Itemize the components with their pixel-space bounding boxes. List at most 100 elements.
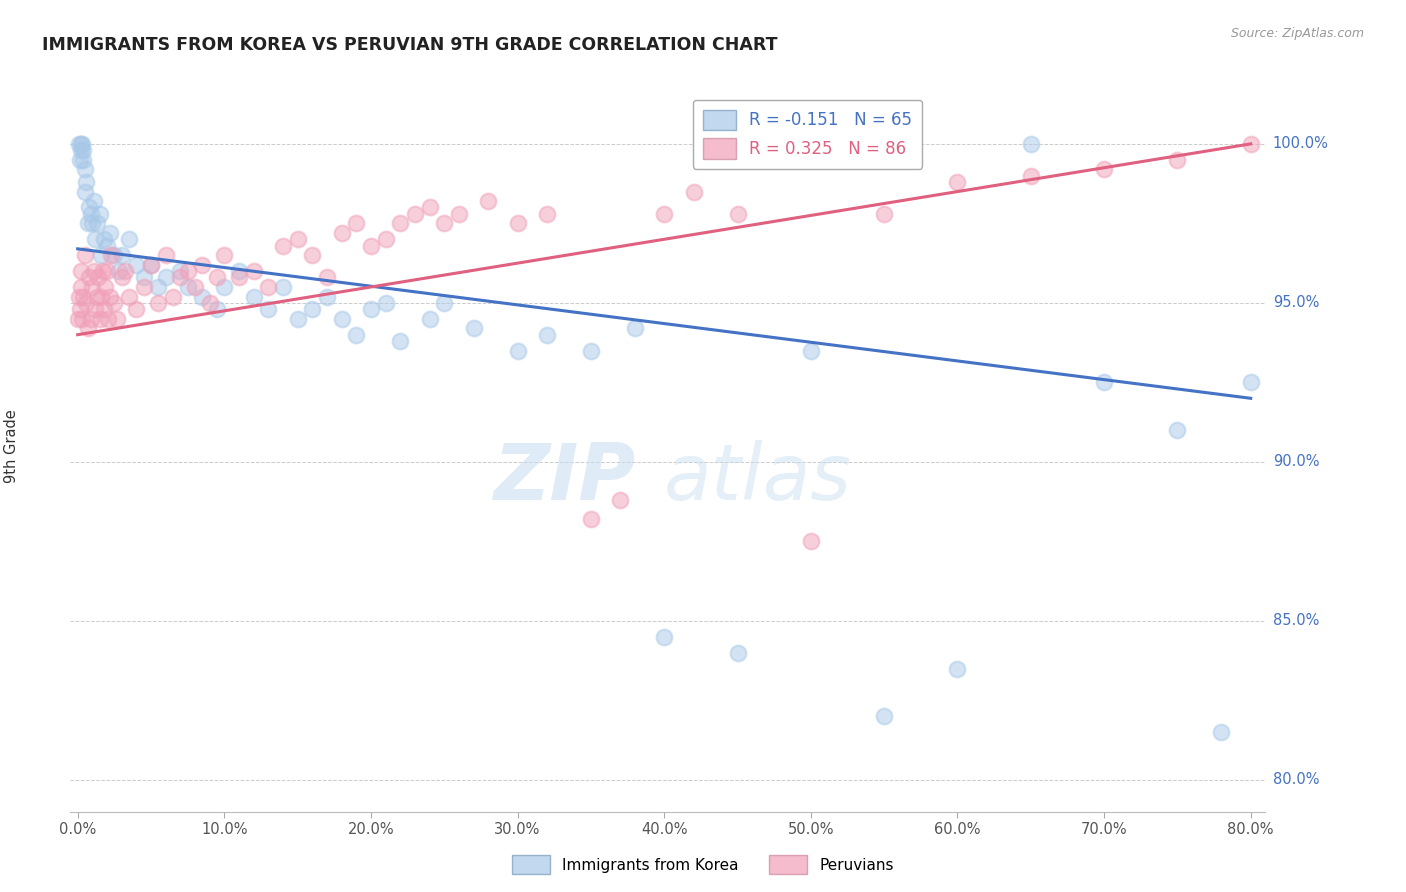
Point [873,207,896,221]
Text: IMMIGRANTS FROM KOREA VS PERUVIAN 9TH GRADE CORRELATION CHART: IMMIGRANTS FROM KOREA VS PERUVIAN 9TH GR… [42,36,778,54]
Point [205,302,228,317]
Point [477,194,499,208]
Point [360,302,382,317]
Point [1240,376,1263,390]
Text: 90.0%: 90.0% [1272,454,1319,469]
Point [73,248,96,262]
Point [83,194,105,208]
Point [114,264,136,278]
Point [90,289,112,303]
Point [105,311,128,326]
Point [125,302,148,317]
Point [609,493,631,508]
Point [727,207,749,221]
Point [205,270,228,285]
Point [103,248,125,262]
Point [579,512,602,526]
Point [139,258,162,272]
Point [419,201,441,215]
Point [800,534,823,549]
Point [83,264,105,278]
Point [125,258,148,272]
Point [1092,376,1115,390]
Point [242,289,264,303]
Point [1211,725,1233,739]
Point [79,201,101,215]
Point [118,289,141,303]
Text: 80.0%: 80.0% [1272,772,1319,788]
Point [652,207,675,221]
Legend: R = -0.151   N = 65, R = 0.325   N = 86: R = -0.151 N = 65, R = 0.325 N = 86 [693,100,922,169]
Point [69,136,91,151]
Point [67,289,90,303]
Point [70,136,93,151]
Point [169,270,191,285]
Text: atlas: atlas [664,440,852,516]
Point [80,311,103,326]
Point [148,296,170,310]
Point [93,302,115,317]
Point [624,321,647,335]
Point [89,207,111,221]
Point [169,264,191,278]
Point [228,264,250,278]
Point [316,289,339,303]
Text: Source: ZipAtlas.com: Source: ZipAtlas.com [1230,27,1364,40]
Point [72,289,94,303]
Point [727,646,749,660]
Text: 100.0%: 100.0% [1272,136,1329,152]
Point [800,343,823,358]
Point [118,232,141,246]
Point [389,216,412,230]
Point [96,238,118,252]
Point [155,248,177,262]
Point [73,185,96,199]
Point [946,662,969,676]
Point [257,302,280,317]
Point [72,143,94,157]
Point [155,270,177,285]
Point [257,280,280,294]
Point [70,311,93,326]
Point [682,185,704,199]
Point [1019,136,1042,151]
Point [463,321,485,335]
Point [374,232,396,246]
Point [69,280,91,294]
Point [447,207,470,221]
Point [70,143,93,157]
Point [316,270,339,285]
Point [94,280,117,294]
Point [433,216,456,230]
Point [1343,575,1365,590]
Point [536,207,558,221]
Point [93,232,115,246]
Point [70,264,93,278]
Point [86,289,108,303]
Point [132,270,155,285]
Point [75,296,97,310]
Point [301,248,323,262]
Text: ZIP: ZIP [492,440,636,516]
Point [271,238,294,252]
Point [287,232,309,246]
Point [536,327,558,342]
Point [374,296,396,310]
Point [107,264,129,278]
Point [1298,185,1320,199]
Point [148,280,170,294]
Point [176,264,198,278]
Point [132,280,155,294]
Point [579,343,602,358]
Point [72,153,94,167]
Text: 95.0%: 95.0% [1272,295,1319,310]
Point [242,264,264,278]
Point [1386,620,1406,634]
Point [96,264,118,278]
Point [82,280,104,294]
Text: 9th Grade: 9th Grade [4,409,20,483]
Point [69,153,91,167]
Point [287,311,309,326]
Point [98,226,121,240]
Point [433,296,456,310]
